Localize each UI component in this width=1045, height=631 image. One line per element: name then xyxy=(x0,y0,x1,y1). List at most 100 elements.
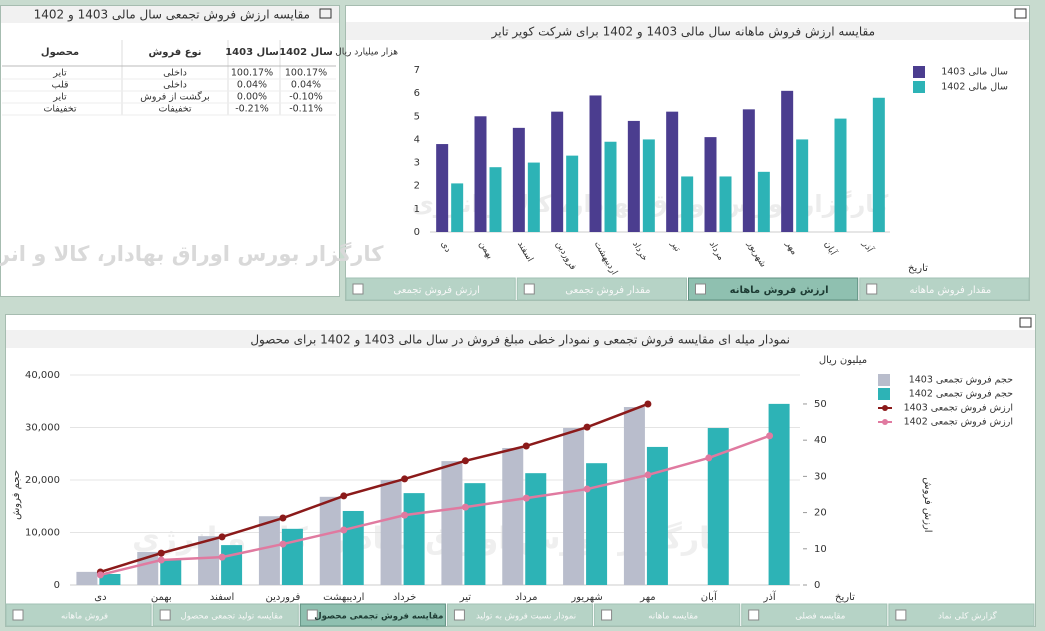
tab-label[interactable]: مقایسه فصلی xyxy=(795,612,845,622)
table-cell: -0.10% xyxy=(289,92,323,103)
tab-label[interactable]: مقایسه فروش تجمعی محصول xyxy=(314,612,443,622)
tab[interactable] xyxy=(594,603,741,627)
y-tick-label: 40,000 xyxy=(25,370,60,381)
line xyxy=(100,434,771,577)
tab-label[interactable]: مقدار فروش ماهانه xyxy=(909,285,991,296)
tab-icon xyxy=(748,609,760,621)
line-marker xyxy=(644,400,652,408)
bar xyxy=(627,120,640,232)
tab[interactable] xyxy=(688,277,859,301)
table-title-bar xyxy=(1,6,339,23)
line-marker xyxy=(279,540,287,548)
tab[interactable] xyxy=(516,277,687,301)
tab-label[interactable]: ارزش فروش ماهانه xyxy=(730,285,829,296)
bar xyxy=(258,516,280,585)
tab-label[interactable]: ارزش فروش تجمعی xyxy=(393,285,480,296)
bar xyxy=(681,176,694,232)
table-cell: 0.00% xyxy=(237,92,267,103)
legend-marker xyxy=(882,405,888,411)
table-cell: 0.04% xyxy=(237,80,267,91)
y2-tick-label: 30 xyxy=(814,471,827,482)
line-marker xyxy=(583,485,591,493)
legend-swatch xyxy=(878,374,890,386)
bar xyxy=(796,139,809,232)
x-tick-label: تیر xyxy=(459,592,472,603)
line-marker xyxy=(461,457,469,465)
table-header: سال 1403 xyxy=(225,47,279,58)
tab[interactable] xyxy=(888,603,1035,627)
y2-tick-label: 40 xyxy=(814,435,827,446)
tab-label[interactable]: گزارش کلی نماد xyxy=(938,611,998,622)
line-marker xyxy=(340,492,348,500)
y-tick-label: 7 xyxy=(414,65,420,76)
bar xyxy=(704,137,717,232)
line-marker xyxy=(766,432,774,440)
y2-unit: میلیون ریال xyxy=(819,355,867,366)
bar xyxy=(781,90,794,232)
tab[interactable] xyxy=(859,277,1030,301)
y-tick-label: 3 xyxy=(414,158,420,169)
tab-icon xyxy=(12,609,24,621)
bar xyxy=(563,428,585,585)
tab-label[interactable]: مقایسه ماهانه xyxy=(648,612,698,622)
legend-swatch xyxy=(913,66,925,78)
tab-label[interactable]: مقدار فروش تجمعی xyxy=(565,285,650,296)
line-marker xyxy=(218,533,226,541)
tab-label[interactable]: مقایسه تولید تجمعی محصول xyxy=(181,612,283,622)
y-tick-label: 2 xyxy=(414,181,420,192)
line-marker xyxy=(218,553,226,561)
bar xyxy=(489,167,502,232)
bar xyxy=(451,183,464,232)
bar xyxy=(666,111,679,232)
bottom-chart-title-bar xyxy=(6,330,1035,348)
y2-tick-label: 0 xyxy=(814,580,820,591)
table-cell: قلب xyxy=(51,80,68,91)
bar xyxy=(474,116,487,232)
tab-icon xyxy=(695,283,706,295)
maximize-button[interactable] xyxy=(1019,317,1032,328)
bar xyxy=(281,528,303,585)
line-marker xyxy=(157,556,165,564)
maximize-button[interactable] xyxy=(1014,8,1027,19)
chart-title: نمودار میله ای مقایسه فروش تجمعی و نمودا… xyxy=(250,333,790,348)
y-unit: هزار میلیارد ریال xyxy=(335,48,398,58)
y-tick-label: 4 xyxy=(414,134,420,145)
y-tick-label: 10,000 xyxy=(25,528,60,539)
y-tick-label: 5 xyxy=(414,111,420,122)
tab-label[interactable]: نمودار نسبت فروش به تولید xyxy=(476,612,576,622)
line-marker xyxy=(522,442,530,450)
table-cell: داخلی xyxy=(163,68,187,79)
bar xyxy=(436,144,449,232)
bar xyxy=(642,139,655,232)
line-marker xyxy=(461,503,469,511)
tab-label[interactable]: فروش ماهانه xyxy=(61,612,108,622)
tab-icon xyxy=(306,609,318,621)
x-tick-label: شهریور xyxy=(570,592,602,603)
y-tick-label: 20,000 xyxy=(25,475,60,486)
bar xyxy=(586,463,608,585)
legend-swatch xyxy=(913,81,925,93)
tab[interactable] xyxy=(446,603,594,627)
tab[interactable] xyxy=(152,603,299,627)
bar xyxy=(380,480,402,585)
bar xyxy=(99,573,121,585)
tab[interactable] xyxy=(345,277,516,301)
tab[interactable] xyxy=(5,603,152,627)
x-axis-label: تاریخ xyxy=(908,263,928,274)
line-marker xyxy=(340,526,348,534)
x-tick-label: اردیبهشت xyxy=(323,592,364,603)
maximize-button[interactable] xyxy=(319,8,332,19)
tab-icon xyxy=(866,283,878,295)
table-cell: 100.17% xyxy=(231,68,273,79)
table-cell: تخفیفات xyxy=(158,104,191,115)
bar xyxy=(646,446,668,585)
tab-icon xyxy=(523,283,535,295)
bar xyxy=(221,545,243,585)
y2-axis-label: ارزش فروش xyxy=(922,477,933,532)
tab-icon xyxy=(453,609,465,621)
bar xyxy=(834,118,847,232)
tab[interactable] xyxy=(299,603,446,627)
legend-label: ارزش فروش تجمعی 1403 xyxy=(904,403,1013,414)
tab[interactable] xyxy=(741,603,888,627)
